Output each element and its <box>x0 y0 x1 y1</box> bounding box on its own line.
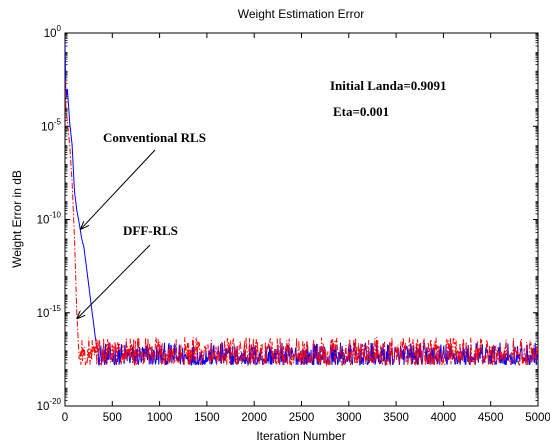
series-dff-rls-line <box>65 79 538 367</box>
x-tick-label: 0 <box>62 412 68 424</box>
annotations: Initial Landa=0.9091 Eta=0.001 Conventiona… <box>77 78 447 318</box>
annotation-dff-rls: DFF-RLS <box>123 223 178 238</box>
x-tick-label: 3500 <box>383 412 409 424</box>
x-tick-label: 2000 <box>241 412 267 424</box>
y-tick-exponent: -10 <box>49 211 61 220</box>
y-tick-base: 10 <box>37 401 50 413</box>
y-tick-exponent: -20 <box>49 397 61 406</box>
series-layer <box>65 42 538 367</box>
x-axis-label: Iteration Number <box>256 429 345 443</box>
x-tick-label: 4000 <box>431 412 457 424</box>
x-tick-label: 1500 <box>194 412 220 424</box>
x-tick-label: 3000 <box>336 412 362 424</box>
annotation-initial-landa: Initial Landa=0.9091 <box>330 78 447 93</box>
y-axis-label: Weight Error in dB <box>10 170 24 268</box>
chart-title: Weight Estimation Error <box>238 7 365 21</box>
x-tick-label: 5000 <box>525 412 550 424</box>
y-tick-base: 10 <box>41 121 54 133</box>
y-tick-label: 10-5 <box>41 117 61 133</box>
series-conventional-rls-line <box>65 42 538 367</box>
y-tick-label: 10-10 <box>37 211 62 227</box>
y-tick-base: 10 <box>37 308 50 320</box>
x-tick-label: 1000 <box>147 412 173 424</box>
annotation-eta: Eta=0.001 <box>333 104 389 119</box>
arrow-dff-rls <box>77 244 151 318</box>
arrow-conventional-rls <box>81 149 156 229</box>
y-tick-exponent: -5 <box>54 117 62 126</box>
y-tick-exponent: -15 <box>49 304 61 313</box>
x-tick-label: 4500 <box>478 412 504 424</box>
y-tick-label: 10-20 <box>37 397 62 413</box>
plot-area <box>64 32 539 407</box>
y-tick-base: 10 <box>44 28 57 40</box>
y-tick-exponent: 0 <box>57 24 62 33</box>
y-tick-label: 100 <box>44 24 62 40</box>
y-tick-base: 10 <box>37 215 50 227</box>
y-tick-label: 10-15 <box>37 304 62 320</box>
x-tick-label: 2500 <box>289 412 315 424</box>
annotation-conventional-rls: Conventional RLS <box>103 130 206 145</box>
x-axis: 0 500 1000 1500 2000 2500 3000 3500 4000 4500 5000 <box>62 33 550 424</box>
x-tick-label: 500 <box>103 412 122 424</box>
